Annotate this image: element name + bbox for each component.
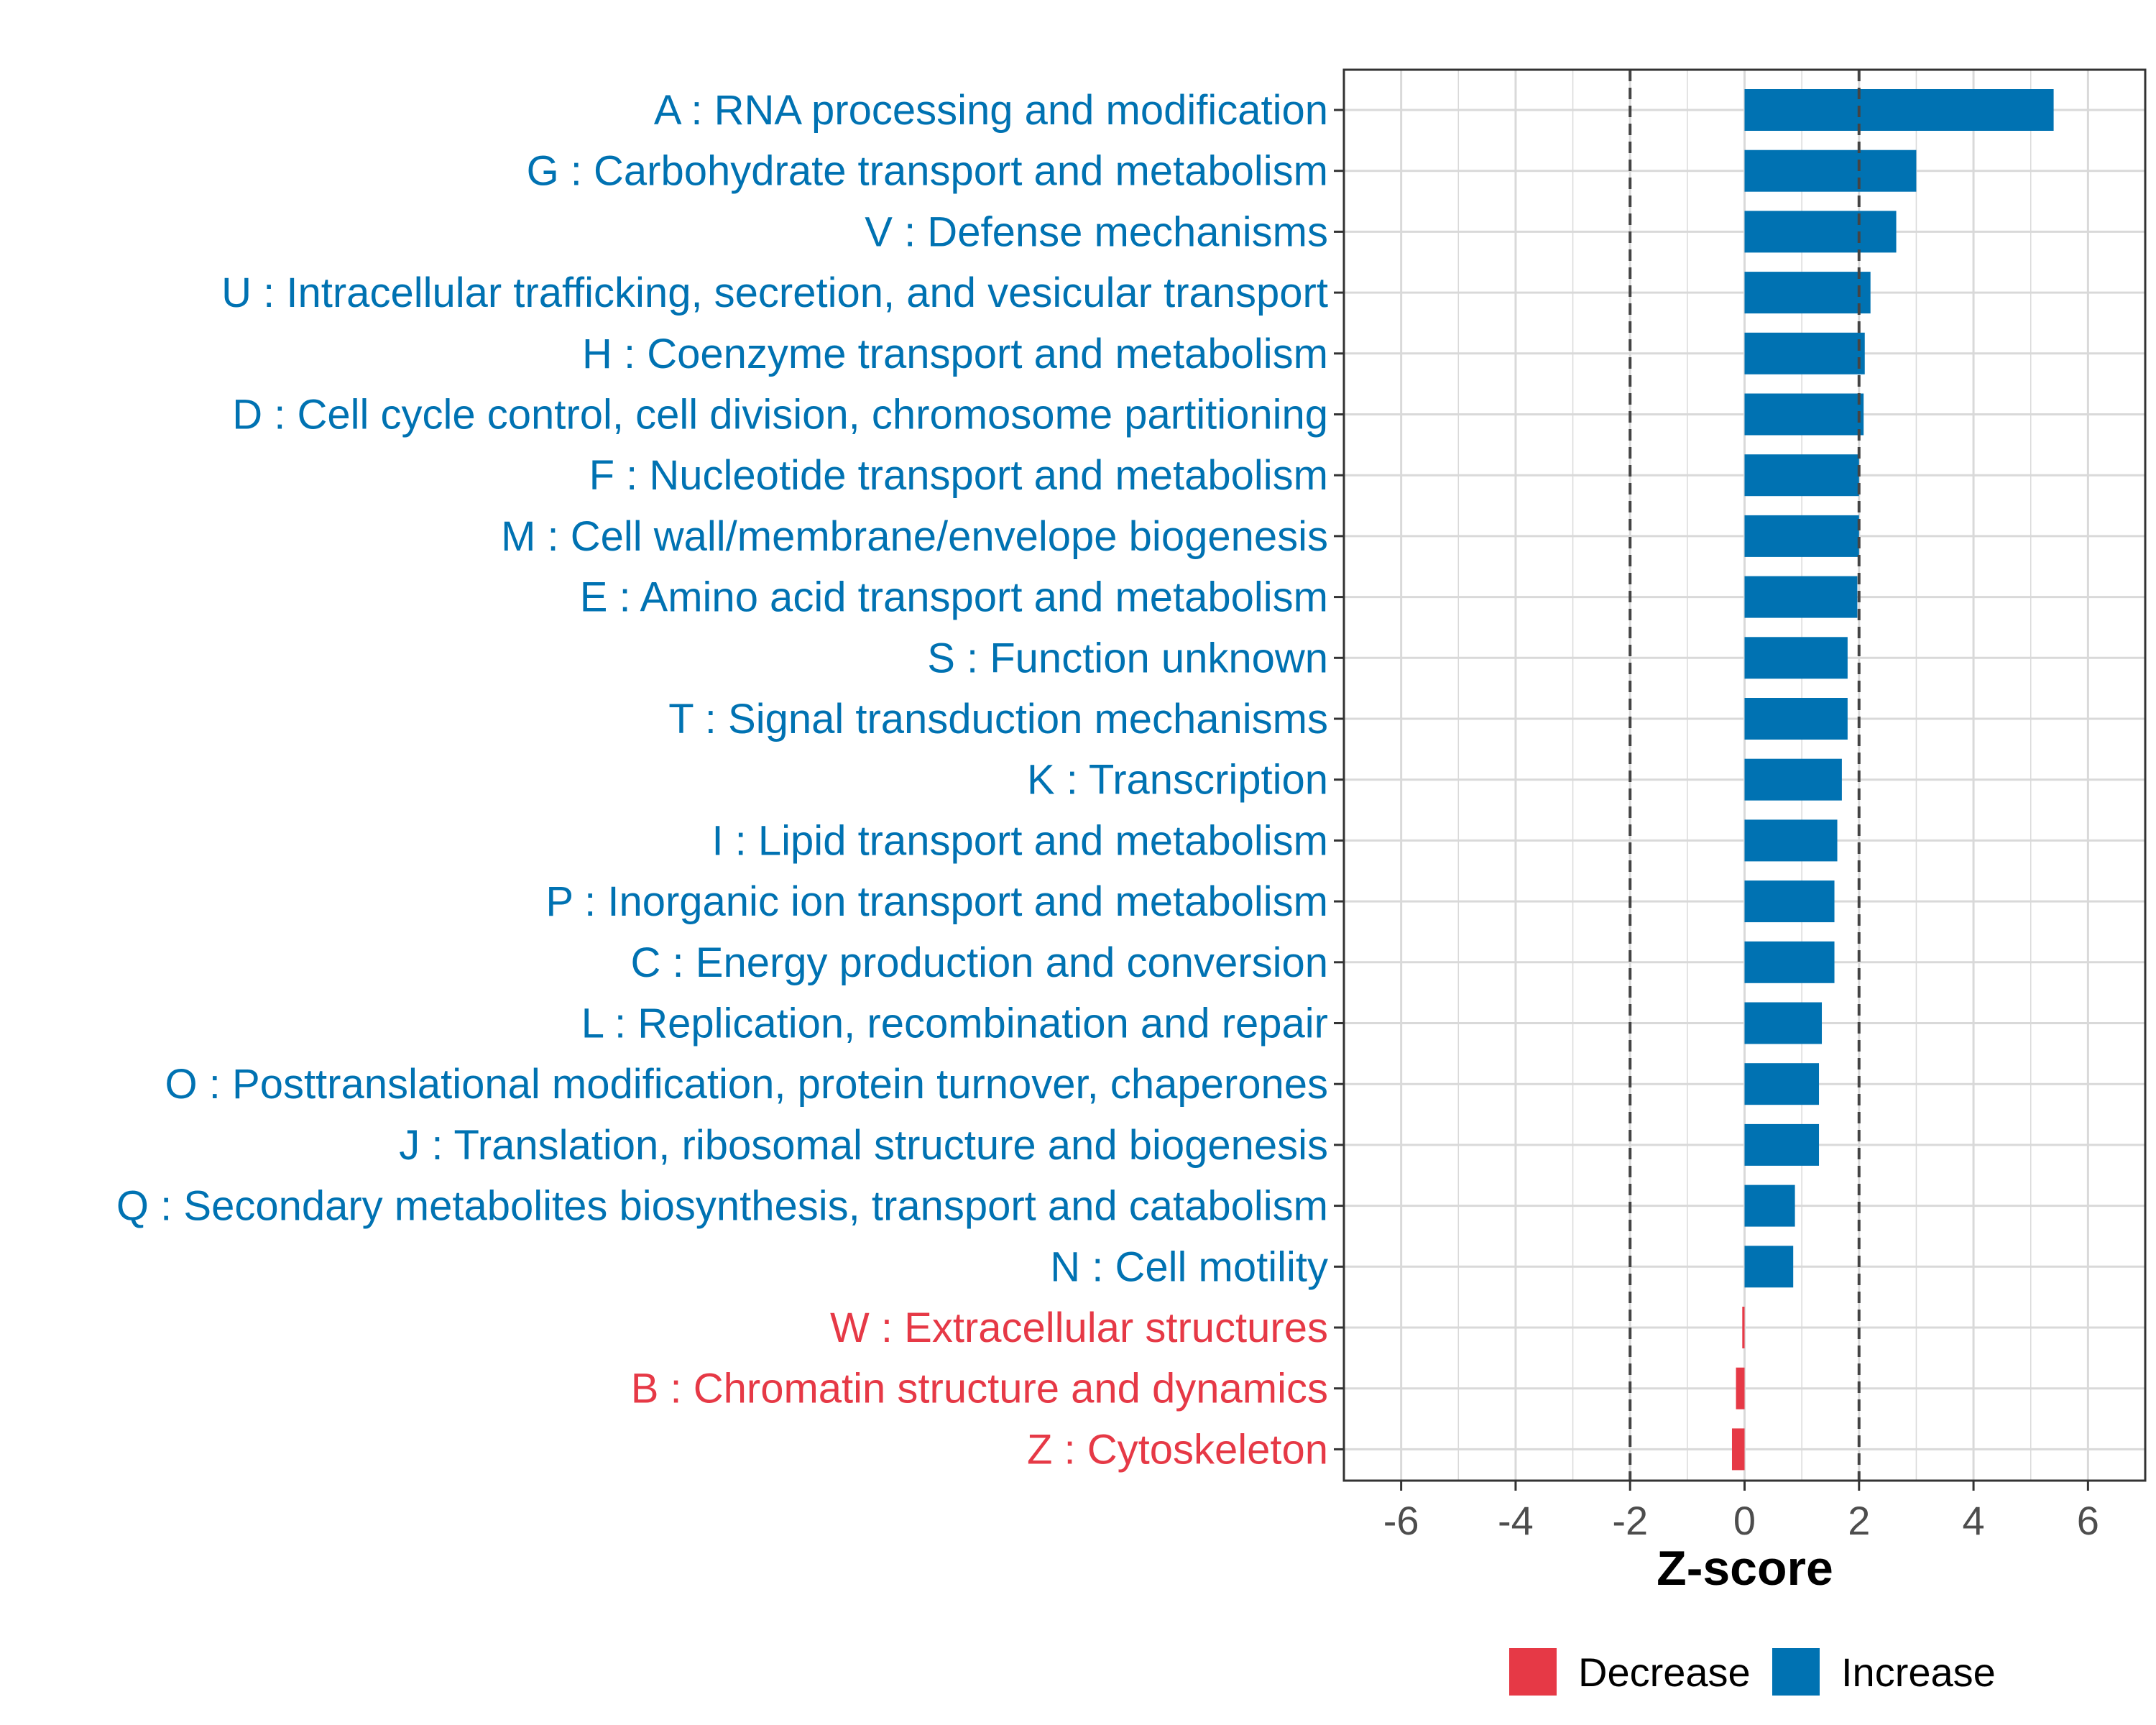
legend: Decrease Increase — [1509, 1648, 1996, 1696]
bar-c — [1744, 941, 1835, 983]
x-axis-title: Z-score — [1657, 1541, 1833, 1596]
bar-h — [1744, 332, 1865, 374]
bar-k — [1744, 758, 1842, 801]
category-label: S : Function unknown — [927, 635, 1328, 681]
x-tick-label: -6 — [1383, 1498, 1419, 1543]
category-label: N : Cell motility — [1050, 1243, 1328, 1290]
category-label: P : Inorganic ion transport and metaboli… — [545, 878, 1328, 925]
bars — [1731, 89, 2054, 1471]
category-label: V : Defense mechanisms — [865, 208, 1328, 255]
legend-label-increase: Increase — [1841, 1650, 1996, 1695]
x-tick-label: 4 — [1962, 1498, 1984, 1543]
x-axis: -6 -4 -2 0 2 4 6 — [1383, 1481, 2099, 1543]
category-label: G : Carbohydrate transport and metabolis… — [527, 148, 1328, 195]
bar-p — [1744, 880, 1835, 923]
bar-l — [1744, 1002, 1823, 1044]
bar-q — [1744, 1184, 1795, 1227]
bar-a — [1744, 89, 2054, 131]
bar-f — [1744, 454, 1859, 497]
bar-j — [1744, 1123, 1820, 1166]
bar-m — [1744, 515, 1859, 557]
category-label: Z : Cytoskeleton — [1027, 1426, 1328, 1473]
bar-i — [1744, 819, 1838, 862]
bar-u — [1744, 272, 1871, 314]
legend-key-decrease — [1509, 1648, 1557, 1696]
category-label: I : Lipid transport and metabolism — [711, 817, 1328, 864]
x-tick-label: -2 — [1612, 1498, 1648, 1543]
y-axis: A : RNA processing and modification G : C… — [116, 87, 1344, 1473]
bar-t — [1744, 698, 1848, 740]
reference-lines — [1628, 70, 1861, 1481]
bar-w — [1742, 1307, 1745, 1348]
bar-s — [1744, 637, 1848, 679]
category-label: M : Cell wall/membrane/envelope biogenes… — [501, 513, 1328, 560]
category-label: K : Transcription — [1027, 757, 1328, 804]
category-label: C : Energy production and conversion — [631, 939, 1328, 986]
category-label: H : Coenzyme transport and metabolism — [582, 331, 1328, 377]
bar-z — [1731, 1428, 1745, 1471]
x-tick-label: 6 — [2077, 1498, 2099, 1543]
bar-d — [1744, 393, 1864, 436]
category-label: E : Amino acid transport and metabolism — [580, 574, 1328, 621]
category-label: T : Signal transduction mechanisms — [668, 696, 1328, 742]
category-label: U : Intracellular trafficking, secretion… — [221, 270, 1328, 316]
category-label: D : Cell cycle control, cell division, c… — [232, 392, 1328, 438]
bar-o — [1744, 1063, 1820, 1105]
bar-e — [1744, 576, 1858, 618]
x-tick-label: -4 — [1498, 1498, 1534, 1543]
category-label: J : Translation, ribosomal structure and… — [399, 1122, 1328, 1169]
x-tick-label: 0 — [1733, 1498, 1756, 1543]
legend-label-decrease: Decrease — [1578, 1650, 1751, 1695]
category-label: A : RNA processing and modification — [654, 87, 1328, 134]
bar-n — [1744, 1246, 1794, 1288]
bar-b — [1736, 1367, 1745, 1409]
category-label: Q : Secondary metabolites biosynthesis, … — [116, 1183, 1328, 1230]
category-label: W : Extracellular structures — [830, 1305, 1328, 1351]
legend-key-increase — [1772, 1648, 1820, 1696]
category-label: O : Posttranslational modification, prot… — [165, 1061, 1328, 1108]
bar-g — [1744, 150, 1917, 192]
x-tick-label: 2 — [1848, 1498, 1870, 1543]
bar-v — [1744, 211, 1897, 253]
category-label: B : Chromatin structure and dynamics — [631, 1366, 1328, 1412]
category-label: L : Replication, recombination and repai… — [581, 1000, 1328, 1047]
category-label: F : Nucleotide transport and metabolism — [589, 452, 1328, 499]
